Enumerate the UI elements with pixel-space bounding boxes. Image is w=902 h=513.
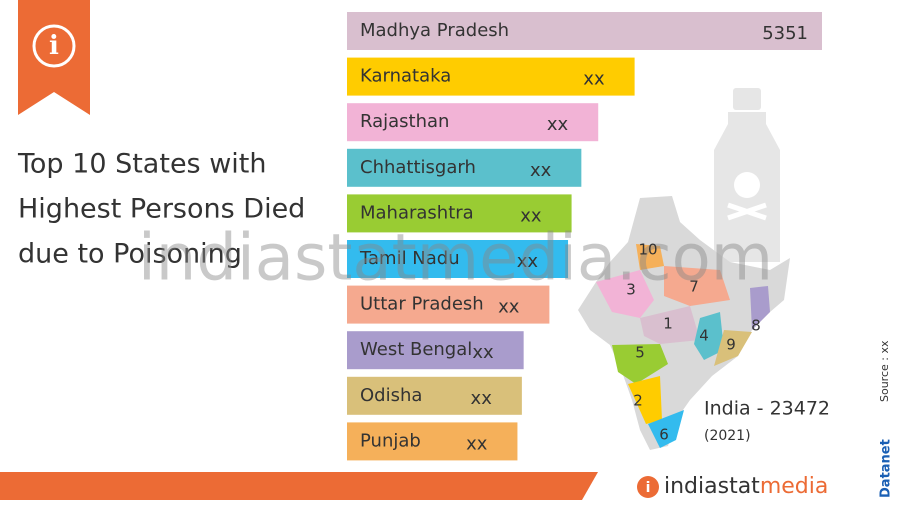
bar bbox=[347, 57, 635, 96]
map-label: 2 bbox=[633, 392, 643, 410]
logo-i: i bbox=[646, 480, 651, 496]
map-label: 1 bbox=[663, 315, 673, 333]
logo-text: indiastatmedia bbox=[664, 474, 828, 499]
bar bbox=[347, 148, 582, 187]
category-label: Tamil Nadu bbox=[359, 248, 460, 269]
value-label: xx bbox=[583, 69, 605, 90]
map-label: 7 bbox=[689, 278, 699, 296]
brand: Datanet bbox=[879, 439, 894, 498]
bars: Madhya Pradesh 5351 Karnataka xx Rajasthan xx… bbox=[347, 12, 822, 461]
logo-icon bbox=[637, 476, 659, 498]
bar bbox=[347, 194, 572, 233]
map-label: 5 bbox=[635, 344, 645, 362]
bar bbox=[347, 285, 550, 324]
value-label: xx bbox=[517, 251, 539, 272]
value-label: xx bbox=[471, 388, 493, 409]
bar bbox=[347, 376, 522, 415]
bar bbox=[347, 12, 822, 50]
ribbon bbox=[18, 0, 90, 115]
value-label: xx bbox=[530, 160, 552, 181]
category-label: West Bengal bbox=[360, 339, 472, 360]
info-i: i bbox=[49, 31, 59, 61]
total-label: India - 23472 bbox=[704, 398, 830, 420]
logo-part: media bbox=[760, 474, 829, 499]
year: (2021) bbox=[704, 428, 751, 444]
map-label: 6 bbox=[659, 426, 669, 444]
value-label: xx bbox=[498, 297, 520, 318]
bar bbox=[347, 240, 569, 278]
title: Top 10 States with Highest Persons Died du… bbox=[17, 149, 305, 270]
bottle-icon bbox=[714, 88, 780, 262]
title-line: Highest Persons Died bbox=[18, 194, 305, 225]
map bbox=[578, 196, 790, 450]
map-label: 9 bbox=[726, 336, 736, 354]
category-label: Karnataka bbox=[360, 66, 451, 87]
value-label: xx bbox=[472, 342, 494, 363]
map-label: 3 bbox=[626, 281, 636, 299]
value-label: xx bbox=[520, 205, 542, 226]
value-label: xx bbox=[547, 114, 569, 135]
bar bbox=[347, 331, 524, 370]
source: Source : xx bbox=[878, 340, 891, 402]
logo-part: indiastat bbox=[664, 474, 760, 499]
bar bbox=[347, 422, 518, 461]
map-label: 8 bbox=[751, 317, 761, 335]
category-label: Rajasthan bbox=[360, 111, 449, 132]
footer-band bbox=[0, 472, 598, 500]
watermark: indiastatmedia.com bbox=[138, 222, 773, 296]
map-label: 10 bbox=[638, 241, 657, 259]
category-label: Maharashtra bbox=[360, 202, 474, 223]
category-label: Chhattisgarh bbox=[360, 157, 476, 178]
value-label: xx bbox=[466, 433, 488, 454]
map-label: 4 bbox=[699, 327, 709, 345]
title-line: due to Poisoning bbox=[18, 239, 242, 270]
title-line: Top 10 States with bbox=[17, 149, 266, 180]
info-icon bbox=[32, 24, 76, 68]
value-label: 5351 bbox=[762, 23, 808, 44]
category-label: Madhya Pradesh bbox=[360, 20, 509, 41]
category-label: Uttar Pradesh bbox=[360, 294, 484, 315]
bar bbox=[347, 103, 599, 142]
category-label: Odisha bbox=[360, 385, 422, 406]
category-label: Punjab bbox=[360, 430, 421, 451]
